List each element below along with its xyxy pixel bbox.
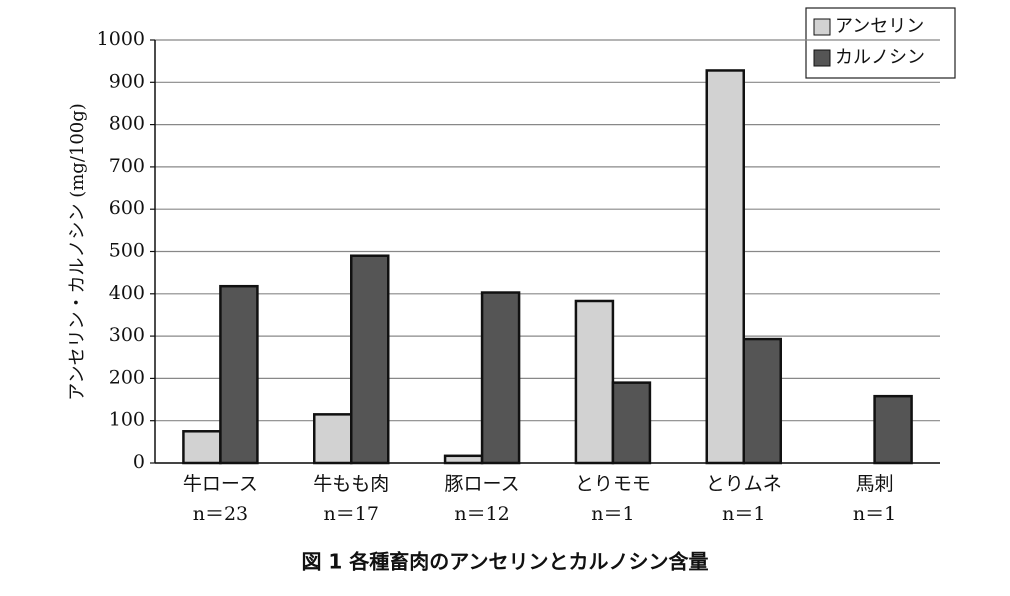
bar [705,69,745,465]
legend-box [805,7,956,79]
bar [182,430,222,465]
bar [611,381,652,465]
x-tick-label: とりムネ [706,473,782,495]
bar [480,291,521,465]
legend-swatch [813,18,831,36]
x-tick-label: 牛もも肉 [313,473,389,495]
y-tick-label: 200 [109,366,145,388]
sample-size-label: n＝1 [853,503,896,525]
y-tick-label: 900 [109,70,145,92]
y-tick-label: 0 [133,451,145,473]
sample-size-label: n＝12 [454,503,509,525]
y-tick-label: 600 [109,197,145,219]
sample-size-label: n＝1 [722,503,765,525]
y-tick-label: 700 [109,155,145,177]
legend-label: カルノシン [835,47,925,68]
x-tick-label: とりモモ [575,473,651,495]
chart-title: 図 1 各種畜肉のアンセリンとカルノシン含量 [301,550,708,574]
bar [219,284,259,465]
bar [443,454,484,465]
y-tick-label: 400 [109,282,145,304]
x-tick-label: 馬刺 [856,473,894,495]
legend-label: アンセリン [835,16,924,37]
legend-swatch [813,49,831,67]
y-tick-label: 100 [109,409,145,431]
y-tick-label: 500 [109,240,145,262]
sample-size-label: n＝1 [591,503,634,525]
bar [313,413,353,465]
y-tick-label: 1000 [97,28,145,50]
y-tick-label: 300 [109,324,145,346]
sample-size-label: n＝23 [193,503,248,525]
y-tick-label: 800 [109,113,145,135]
bar [873,394,913,465]
x-tick-label: 豚ロース [445,473,520,495]
y-axis-label: アンセリン・カルノシン (mg/100g) [67,103,88,401]
bar [574,299,615,465]
bar [350,254,390,465]
bar [742,337,782,465]
x-tick-label: 牛ロース [183,473,258,495]
sample-size-label: n＝17 [324,503,379,525]
